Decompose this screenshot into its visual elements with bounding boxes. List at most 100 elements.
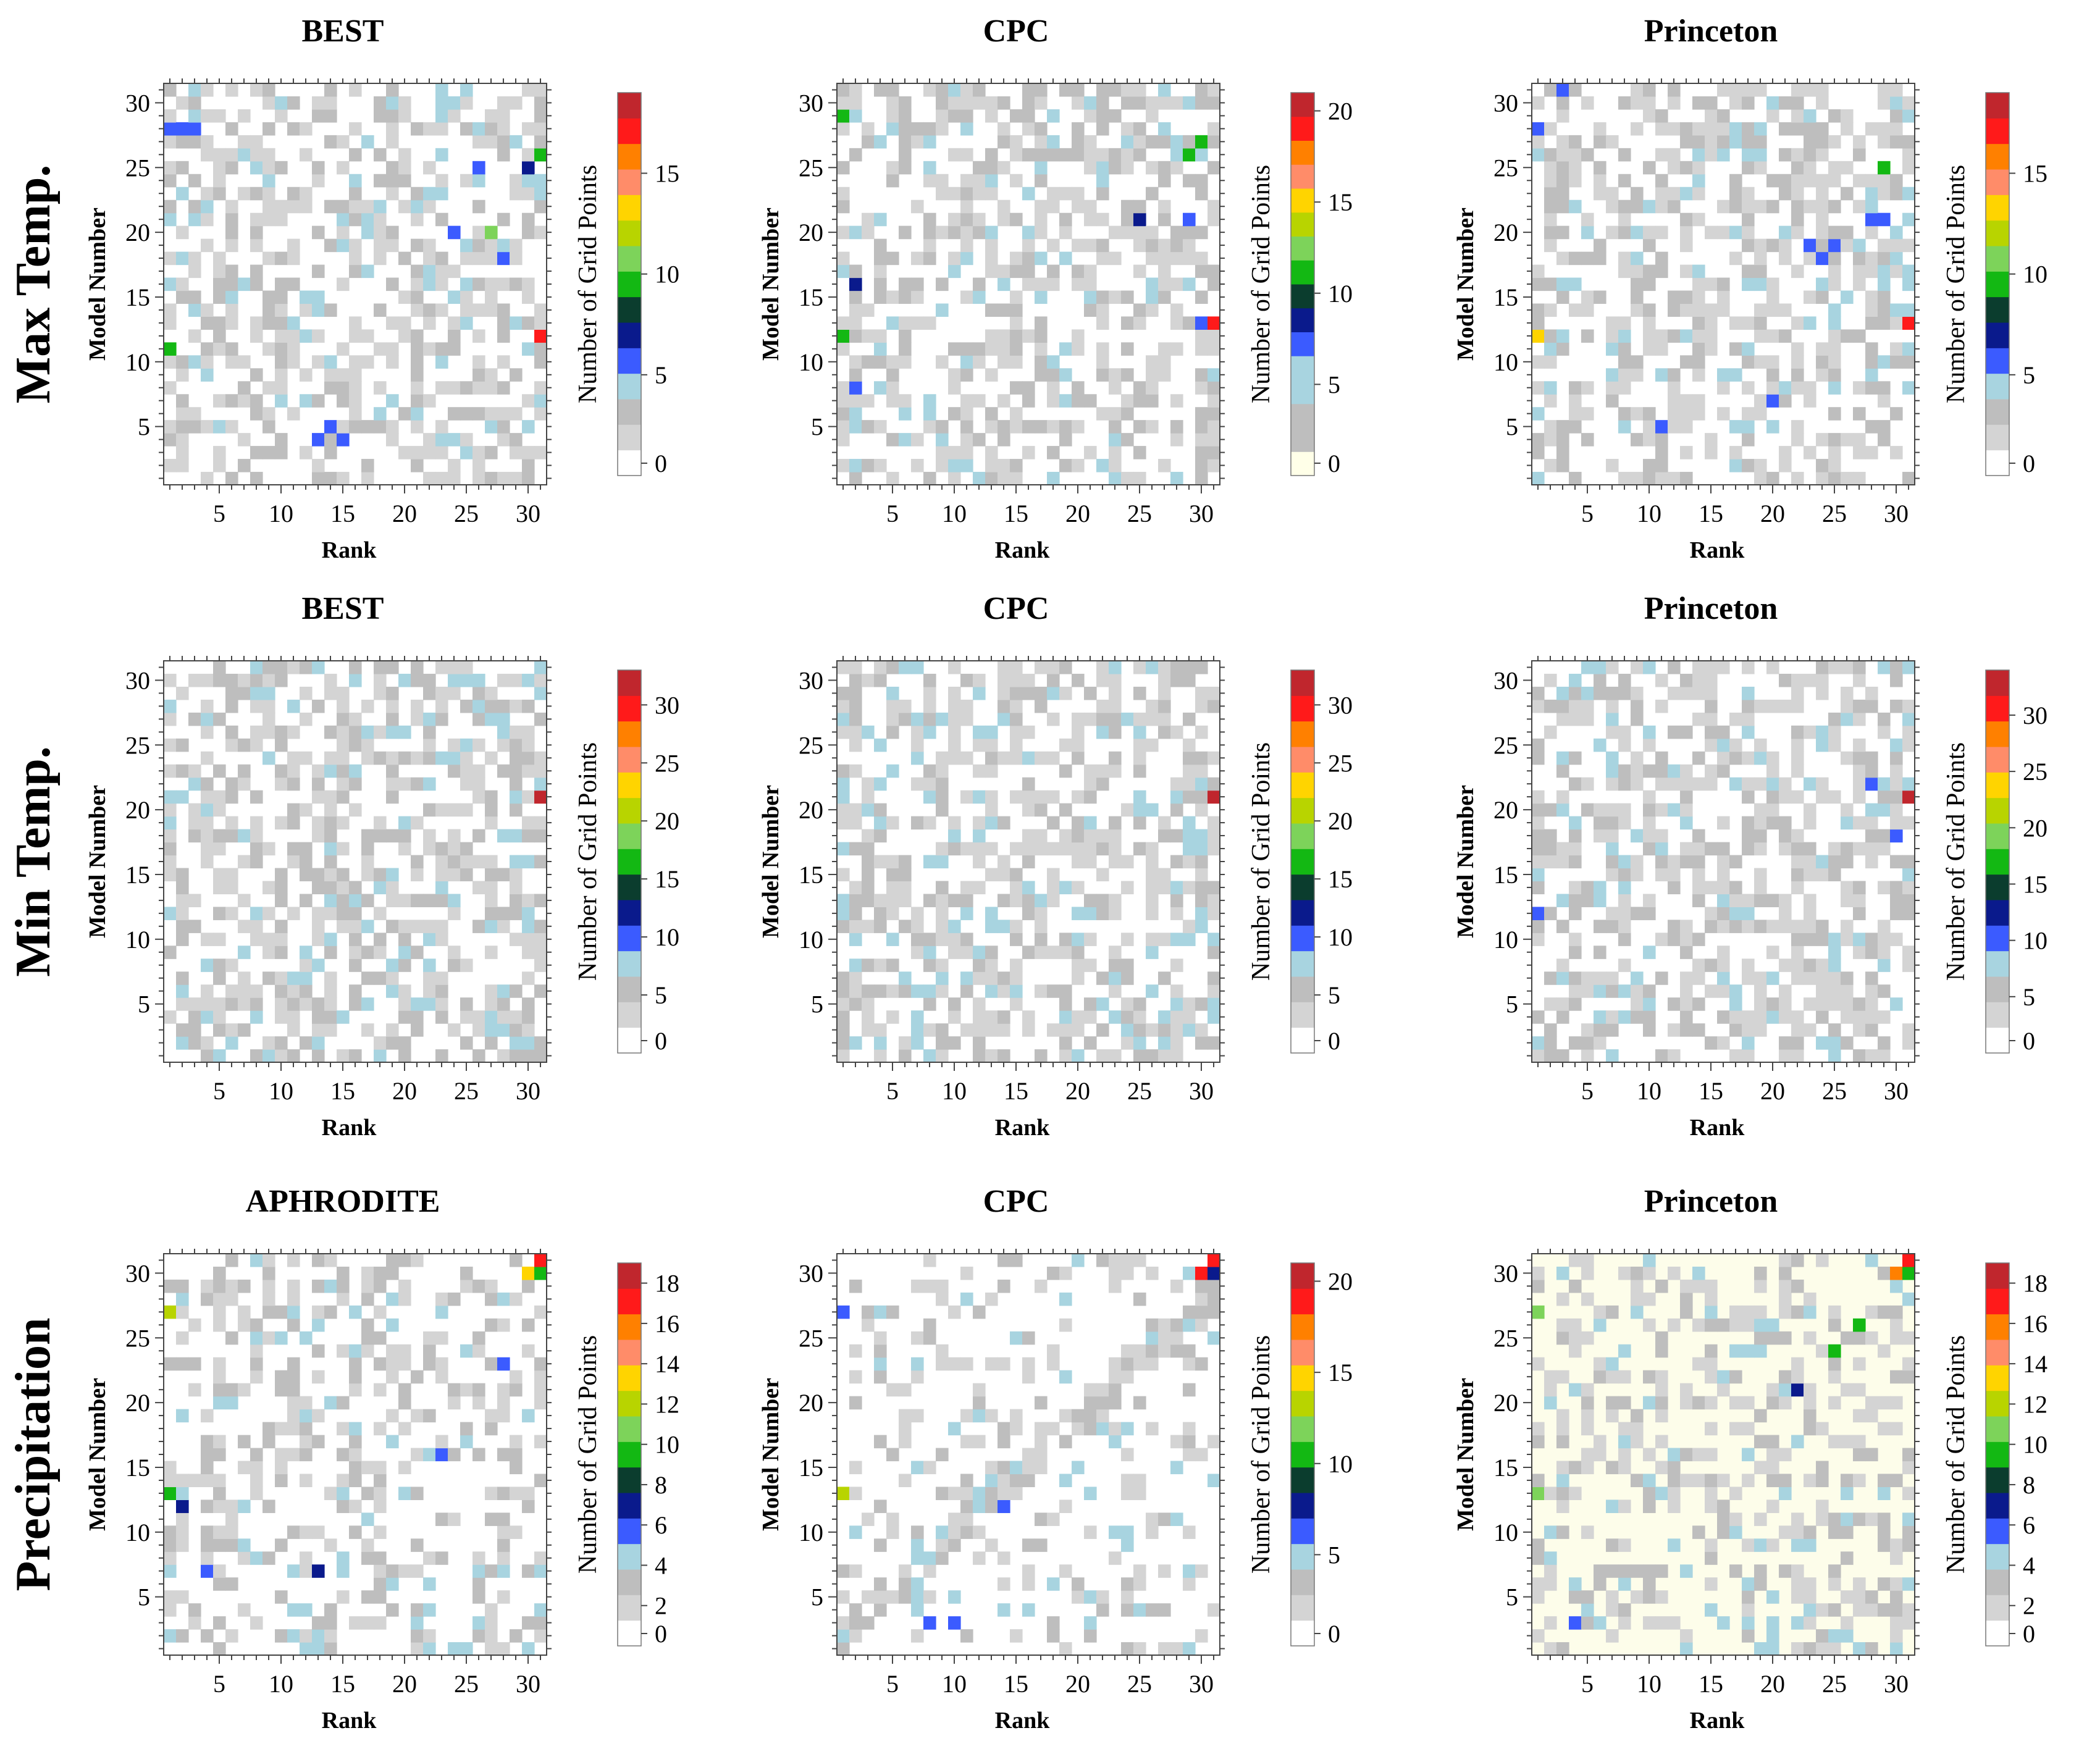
heatmap-cell bbox=[1532, 803, 1545, 817]
x-tick-label: 15 bbox=[330, 500, 355, 527]
heatmap-cell bbox=[374, 225, 387, 240]
heatmap-cell bbox=[497, 96, 510, 110]
heatmap-cell bbox=[287, 1396, 300, 1410]
heatmap-cell bbox=[324, 829, 337, 843]
heatmap-cell bbox=[324, 790, 337, 804]
x-tick-label: 10 bbox=[942, 1077, 967, 1105]
heatmap-cell bbox=[948, 264, 961, 279]
heatmap-cell bbox=[1841, 187, 1854, 201]
heatmap-cell bbox=[862, 212, 875, 227]
heatmap-cell bbox=[849, 881, 862, 895]
heatmap-cell bbox=[1035, 984, 1048, 998]
heatmap-cell bbox=[1816, 920, 1829, 933]
colorbar-swatch bbox=[618, 1518, 641, 1545]
heatmap-cell bbox=[837, 725, 850, 739]
heatmap-cell bbox=[423, 238, 436, 253]
heatmap-cell bbox=[262, 661, 275, 674]
heatmap-cell bbox=[411, 997, 424, 1011]
heatmap-cell bbox=[960, 907, 973, 920]
heatmap-cell bbox=[1170, 1049, 1183, 1063]
heatmap-cell bbox=[923, 122, 936, 136]
heatmap-cell bbox=[985, 148, 998, 162]
heatmap-cell bbox=[213, 1305, 226, 1319]
heatmap-cell bbox=[849, 1344, 862, 1358]
heatmap-cell bbox=[1828, 790, 1841, 804]
heatmap-cell bbox=[1059, 1023, 1072, 1037]
heatmap-cell bbox=[522, 1564, 535, 1578]
heatmap-cell bbox=[312, 881, 325, 895]
heatmap-cell bbox=[398, 894, 411, 907]
heatmap-cell bbox=[238, 394, 251, 408]
heatmap-cell bbox=[1084, 1616, 1097, 1630]
colorbar-swatch bbox=[1986, 169, 2009, 195]
heatmap-cell bbox=[534, 933, 547, 946]
heatmap-cell bbox=[1096, 712, 1109, 726]
heatmap-cell bbox=[225, 1577, 238, 1591]
heatmap-cell bbox=[1668, 407, 1681, 421]
heatmap-cell bbox=[411, 355, 424, 369]
heatmap-cell bbox=[337, 894, 350, 907]
heatmap-cell bbox=[201, 673, 214, 687]
heatmap-cell bbox=[485, 420, 498, 434]
colorbar-swatch bbox=[1291, 188, 1314, 213]
heatmap-cell bbox=[1631, 83, 1644, 97]
heatmap-cell bbox=[1890, 316, 1903, 330]
heatmap-cell bbox=[1195, 829, 1208, 843]
heatmap-cell bbox=[886, 96, 899, 110]
heatmap-cell bbox=[1841, 329, 1854, 343]
heatmap-cell bbox=[1195, 1292, 1208, 1306]
heatmap-cell bbox=[1047, 1512, 1060, 1526]
heatmap-cell bbox=[1729, 187, 1742, 201]
heatmap-cell bbox=[973, 1049, 986, 1063]
heatmap-cell bbox=[176, 686, 189, 700]
heatmap-cell bbox=[522, 829, 535, 843]
heatmap-cell bbox=[300, 394, 313, 408]
heatmap-cell bbox=[1878, 290, 1891, 304]
heatmap-cell bbox=[1680, 135, 1693, 149]
heatmap-cell bbox=[398, 1487, 411, 1500]
heatmap-cell bbox=[1668, 187, 1681, 201]
heatmap-cell bbox=[275, 1590, 288, 1604]
heatmap-cell bbox=[1581, 251, 1594, 266]
heatmap-cell bbox=[201, 109, 214, 123]
heatmap-cell bbox=[1195, 381, 1208, 395]
heatmap-cell bbox=[985, 803, 998, 817]
heatmap-cell bbox=[1742, 829, 1755, 843]
colorbar-tick-label: 0 bbox=[655, 1620, 667, 1648]
heatmap-cell bbox=[1779, 238, 1792, 253]
colorbar-swatch bbox=[1986, 1027, 2009, 1054]
heatmap-cell bbox=[1170, 96, 1183, 110]
heatmap-cell bbox=[1208, 394, 1220, 408]
heatmap-cell bbox=[300, 712, 313, 726]
heatmap-cell bbox=[1010, 174, 1023, 188]
heatmap-cell bbox=[460, 1036, 473, 1050]
heatmap-cell bbox=[837, 1590, 850, 1604]
heatmap-cell bbox=[1754, 407, 1767, 421]
heatmap-cell bbox=[1059, 251, 1072, 266]
heatmap-cell bbox=[1816, 1036, 1829, 1050]
heatmap-cell bbox=[1047, 673, 1060, 687]
heatmap-cell bbox=[225, 673, 238, 687]
heatmap-cell bbox=[1096, 1603, 1109, 1617]
heatmap-cell bbox=[1766, 816, 1779, 830]
heatmap-cell bbox=[1816, 777, 1829, 791]
heatmap-cell bbox=[201, 984, 214, 998]
heatmap-cell bbox=[1096, 1049, 1109, 1063]
heatmap-cell bbox=[1631, 472, 1644, 485]
heatmap-cell bbox=[1668, 381, 1681, 395]
heatmap-cell bbox=[1072, 829, 1085, 843]
heatmap-cell bbox=[1594, 187, 1606, 201]
heatmap-cell bbox=[1059, 842, 1072, 856]
heatmap-cell bbox=[275, 1448, 288, 1462]
heatmap-cell bbox=[201, 725, 214, 739]
heatmap-cell bbox=[1133, 212, 1146, 227]
heatmap-cell bbox=[510, 984, 523, 998]
heatmap-cell bbox=[1841, 699, 1854, 713]
heatmap-cell bbox=[985, 725, 998, 739]
heatmap-cell bbox=[201, 712, 214, 726]
heatmap-cell bbox=[324, 1487, 337, 1500]
heatmap-cell bbox=[349, 1616, 362, 1630]
heatmap-cell bbox=[1121, 290, 1134, 304]
heatmap-cell bbox=[386, 355, 399, 369]
heatmap-cell bbox=[1692, 96, 1705, 110]
